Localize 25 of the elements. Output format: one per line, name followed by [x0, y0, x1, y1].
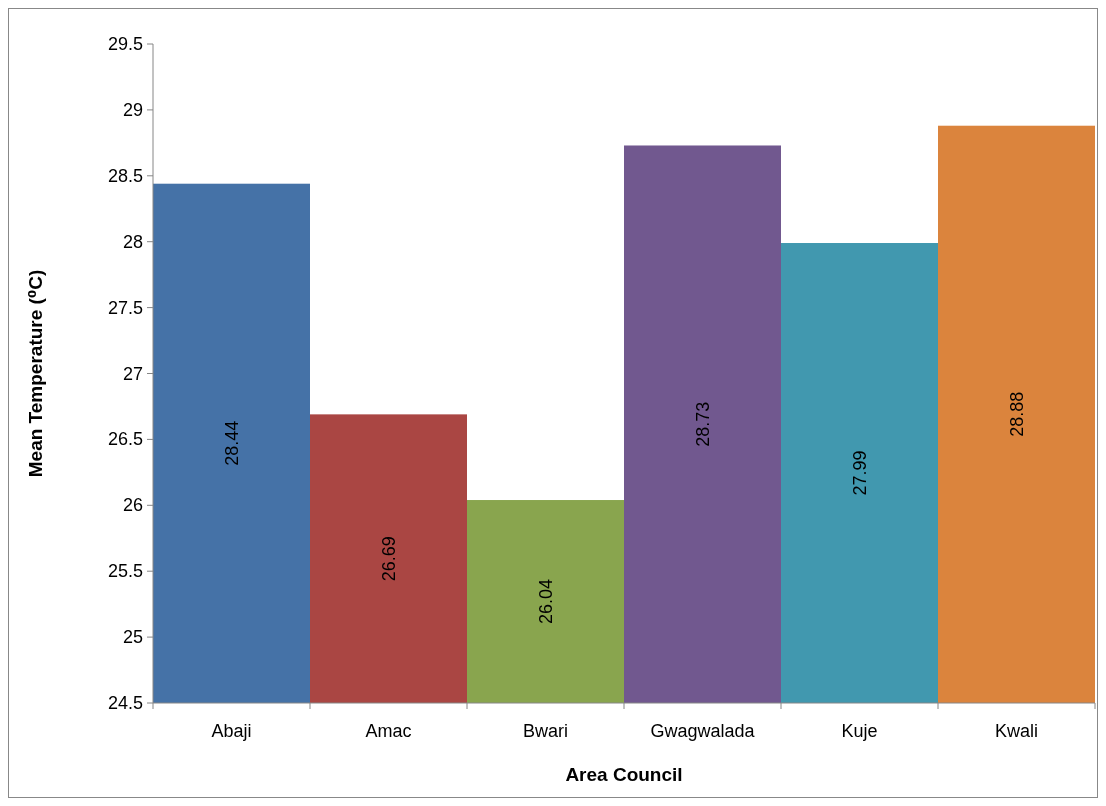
y-tick-label: 25 — [122, 627, 143, 648]
x-tick-label: Abaji — [211, 721, 252, 741]
data-label: 27.99 — [849, 450, 870, 496]
y-axis-title: Mean Temperature (⁰C) — [25, 269, 46, 478]
y-tick-label: 28.5 — [107, 165, 143, 186]
data-label: 28.73 — [692, 401, 713, 447]
y-tick-label: 26.5 — [107, 429, 143, 450]
y-tick-label: 24.5 — [107, 693, 143, 713]
x-axis-title: Area Council — [565, 764, 683, 785]
x-tick-label: Kuje — [841, 721, 878, 741]
y-tick-label: 25.5 — [107, 561, 143, 582]
x-tick-label: Gwagwalada — [650, 721, 756, 741]
data-label: 26.69 — [378, 536, 399, 582]
data-label: 28.44 — [221, 420, 242, 466]
y-tick-label: 29 — [122, 99, 143, 120]
x-tick-label: Bwari — [522, 721, 569, 741]
data-label: 28.88 — [1006, 391, 1027, 437]
y-tick-label: 27 — [122, 363, 143, 384]
x-tick-label: Kwali — [994, 721, 1039, 741]
y-tick-label: 27.5 — [107, 297, 143, 318]
y-tick-label: 26 — [122, 495, 143, 516]
y-tick-label: 29.5 — [107, 34, 143, 54]
y-tick-label: 28 — [122, 231, 143, 252]
data-label: 26.04 — [535, 578, 556, 625]
x-tick-label: Amac — [365, 721, 412, 741]
